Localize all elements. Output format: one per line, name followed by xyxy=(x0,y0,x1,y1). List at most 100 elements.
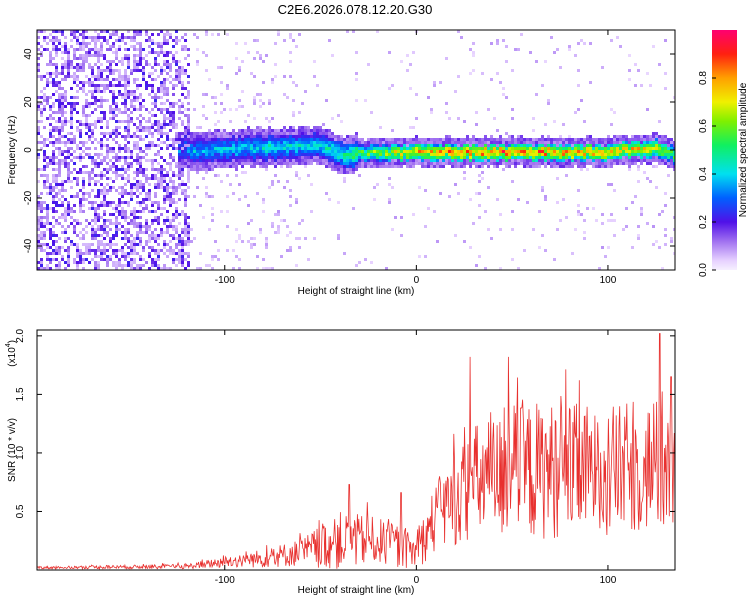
spectrogram-cell xyxy=(454,165,457,168)
spectrogram-cell xyxy=(286,141,289,144)
spectrogram-cell xyxy=(478,150,481,153)
spectrogram-cell xyxy=(82,192,85,195)
spectrogram-cell xyxy=(40,201,43,204)
spectrogram-cell xyxy=(148,63,151,66)
spectrogram-cell xyxy=(514,162,517,165)
spectrogram-cell xyxy=(334,159,337,162)
spectrogram-cell xyxy=(199,204,202,207)
spectrogram-cell xyxy=(505,60,508,63)
spectrogram-cell xyxy=(199,153,202,156)
spectrogram-cell xyxy=(55,111,58,114)
spectrogram-cell xyxy=(370,159,373,162)
spectrogram-cell xyxy=(43,207,46,210)
spectrogram-cell xyxy=(133,63,136,66)
spectrogram-cell xyxy=(247,132,250,135)
spectrogram-cell xyxy=(346,30,349,33)
spectrogram-cell xyxy=(415,147,418,150)
spectrogram-cell xyxy=(307,132,310,135)
spectrogram-cell xyxy=(226,138,229,141)
spectrogram-cell xyxy=(667,162,670,165)
spectrogram-cell xyxy=(172,183,175,186)
spectrogram-cell xyxy=(361,138,364,141)
spectrogram-cell xyxy=(391,144,394,147)
spectrogram-cell xyxy=(91,162,94,165)
spectrogram-cell xyxy=(79,159,82,162)
spectrogram-cell xyxy=(259,54,262,57)
spectrogram-cell xyxy=(664,135,667,138)
spectrogram-cell xyxy=(412,126,415,129)
spectrogram-cell xyxy=(637,153,640,156)
spectrogram-cell xyxy=(538,150,541,153)
spectrogram-cell xyxy=(61,123,64,126)
spectrogram-cell xyxy=(175,84,178,87)
spectrogram-cell xyxy=(439,150,442,153)
spectrogram-cell xyxy=(664,159,667,162)
spectrogram-cell xyxy=(115,261,118,264)
spectrogram-cell xyxy=(289,138,292,141)
spectrogram-cell xyxy=(118,81,121,84)
spectrogram-cell xyxy=(121,60,124,63)
spectrogram-cell xyxy=(319,126,322,129)
spectrogram-cell xyxy=(97,66,100,69)
snr-ytick-label: 1.0 xyxy=(15,446,26,460)
spectrogram-cell xyxy=(37,132,40,135)
spectrogram-cell xyxy=(604,162,607,165)
spectrogram-cell xyxy=(142,78,145,81)
spectrogram-cell xyxy=(76,75,79,78)
spectrogram-cell xyxy=(238,69,241,72)
spectrogram-cell xyxy=(190,165,193,168)
spectrogram-cell xyxy=(37,204,40,207)
spectrogram-cell xyxy=(187,195,190,198)
spectrogram-cell xyxy=(127,81,130,84)
spectrogram-cell xyxy=(391,84,394,87)
spectrogram-cell xyxy=(466,159,469,162)
spectrogram-cell xyxy=(487,138,490,141)
spectrogram-cell xyxy=(508,135,511,138)
spectrogram-cell xyxy=(460,138,463,141)
spectrogram-cell xyxy=(655,141,658,144)
spectrogram-cell xyxy=(100,48,103,51)
spectrogram-cell xyxy=(118,126,121,129)
spectrogram-cell xyxy=(259,147,262,150)
spectrogram-cell xyxy=(565,144,568,147)
spectrogram-cell xyxy=(70,132,73,135)
spectrogram-cell xyxy=(298,150,301,153)
spectrogram-cell xyxy=(268,156,271,159)
spectrogram-cell xyxy=(64,60,67,63)
spectrogram-cell xyxy=(61,186,64,189)
spectrogram-cell xyxy=(106,75,109,78)
spectrogram-cell xyxy=(394,144,397,147)
spectrogram-cell xyxy=(508,153,511,156)
spectrogram-cell xyxy=(229,147,232,150)
spectrogram-cell xyxy=(151,174,154,177)
spectrogram-cell xyxy=(628,162,631,165)
spectrogram-cell xyxy=(133,252,136,255)
spectrogram-cell xyxy=(130,99,133,102)
spectrogram-cell xyxy=(334,141,337,144)
spectrogram-cell xyxy=(544,141,547,144)
spectrogram-cell xyxy=(214,162,217,165)
spectrogram-cell xyxy=(541,186,544,189)
spectrogram-cell xyxy=(652,138,655,141)
spectrogram-cell xyxy=(265,237,268,240)
spectrogram-cell xyxy=(130,234,133,237)
spectrogram-cell xyxy=(241,135,244,138)
spectrogram-cell xyxy=(145,63,148,66)
spectrogram-cell xyxy=(619,144,622,147)
spectrogram-cell xyxy=(220,93,223,96)
spectrogram-cell xyxy=(487,150,490,153)
spectrogram-cell xyxy=(124,57,127,60)
spectrogram-cell xyxy=(247,153,250,156)
spectrogram-cell xyxy=(151,126,154,129)
spectrogram-cell xyxy=(250,132,253,135)
spectrogram-cell xyxy=(421,150,424,153)
spectrogram-cell xyxy=(226,174,229,177)
spectrogram-cell xyxy=(109,66,112,69)
spectrogram-cell xyxy=(139,33,142,36)
spectrogram-cell xyxy=(139,102,142,105)
spectrogram-cell xyxy=(460,156,463,159)
spectrogram-cell xyxy=(196,63,199,66)
spectrogram-cell xyxy=(238,258,241,261)
spectrogram-cell xyxy=(532,144,535,147)
spectrogram-cell xyxy=(127,63,130,66)
